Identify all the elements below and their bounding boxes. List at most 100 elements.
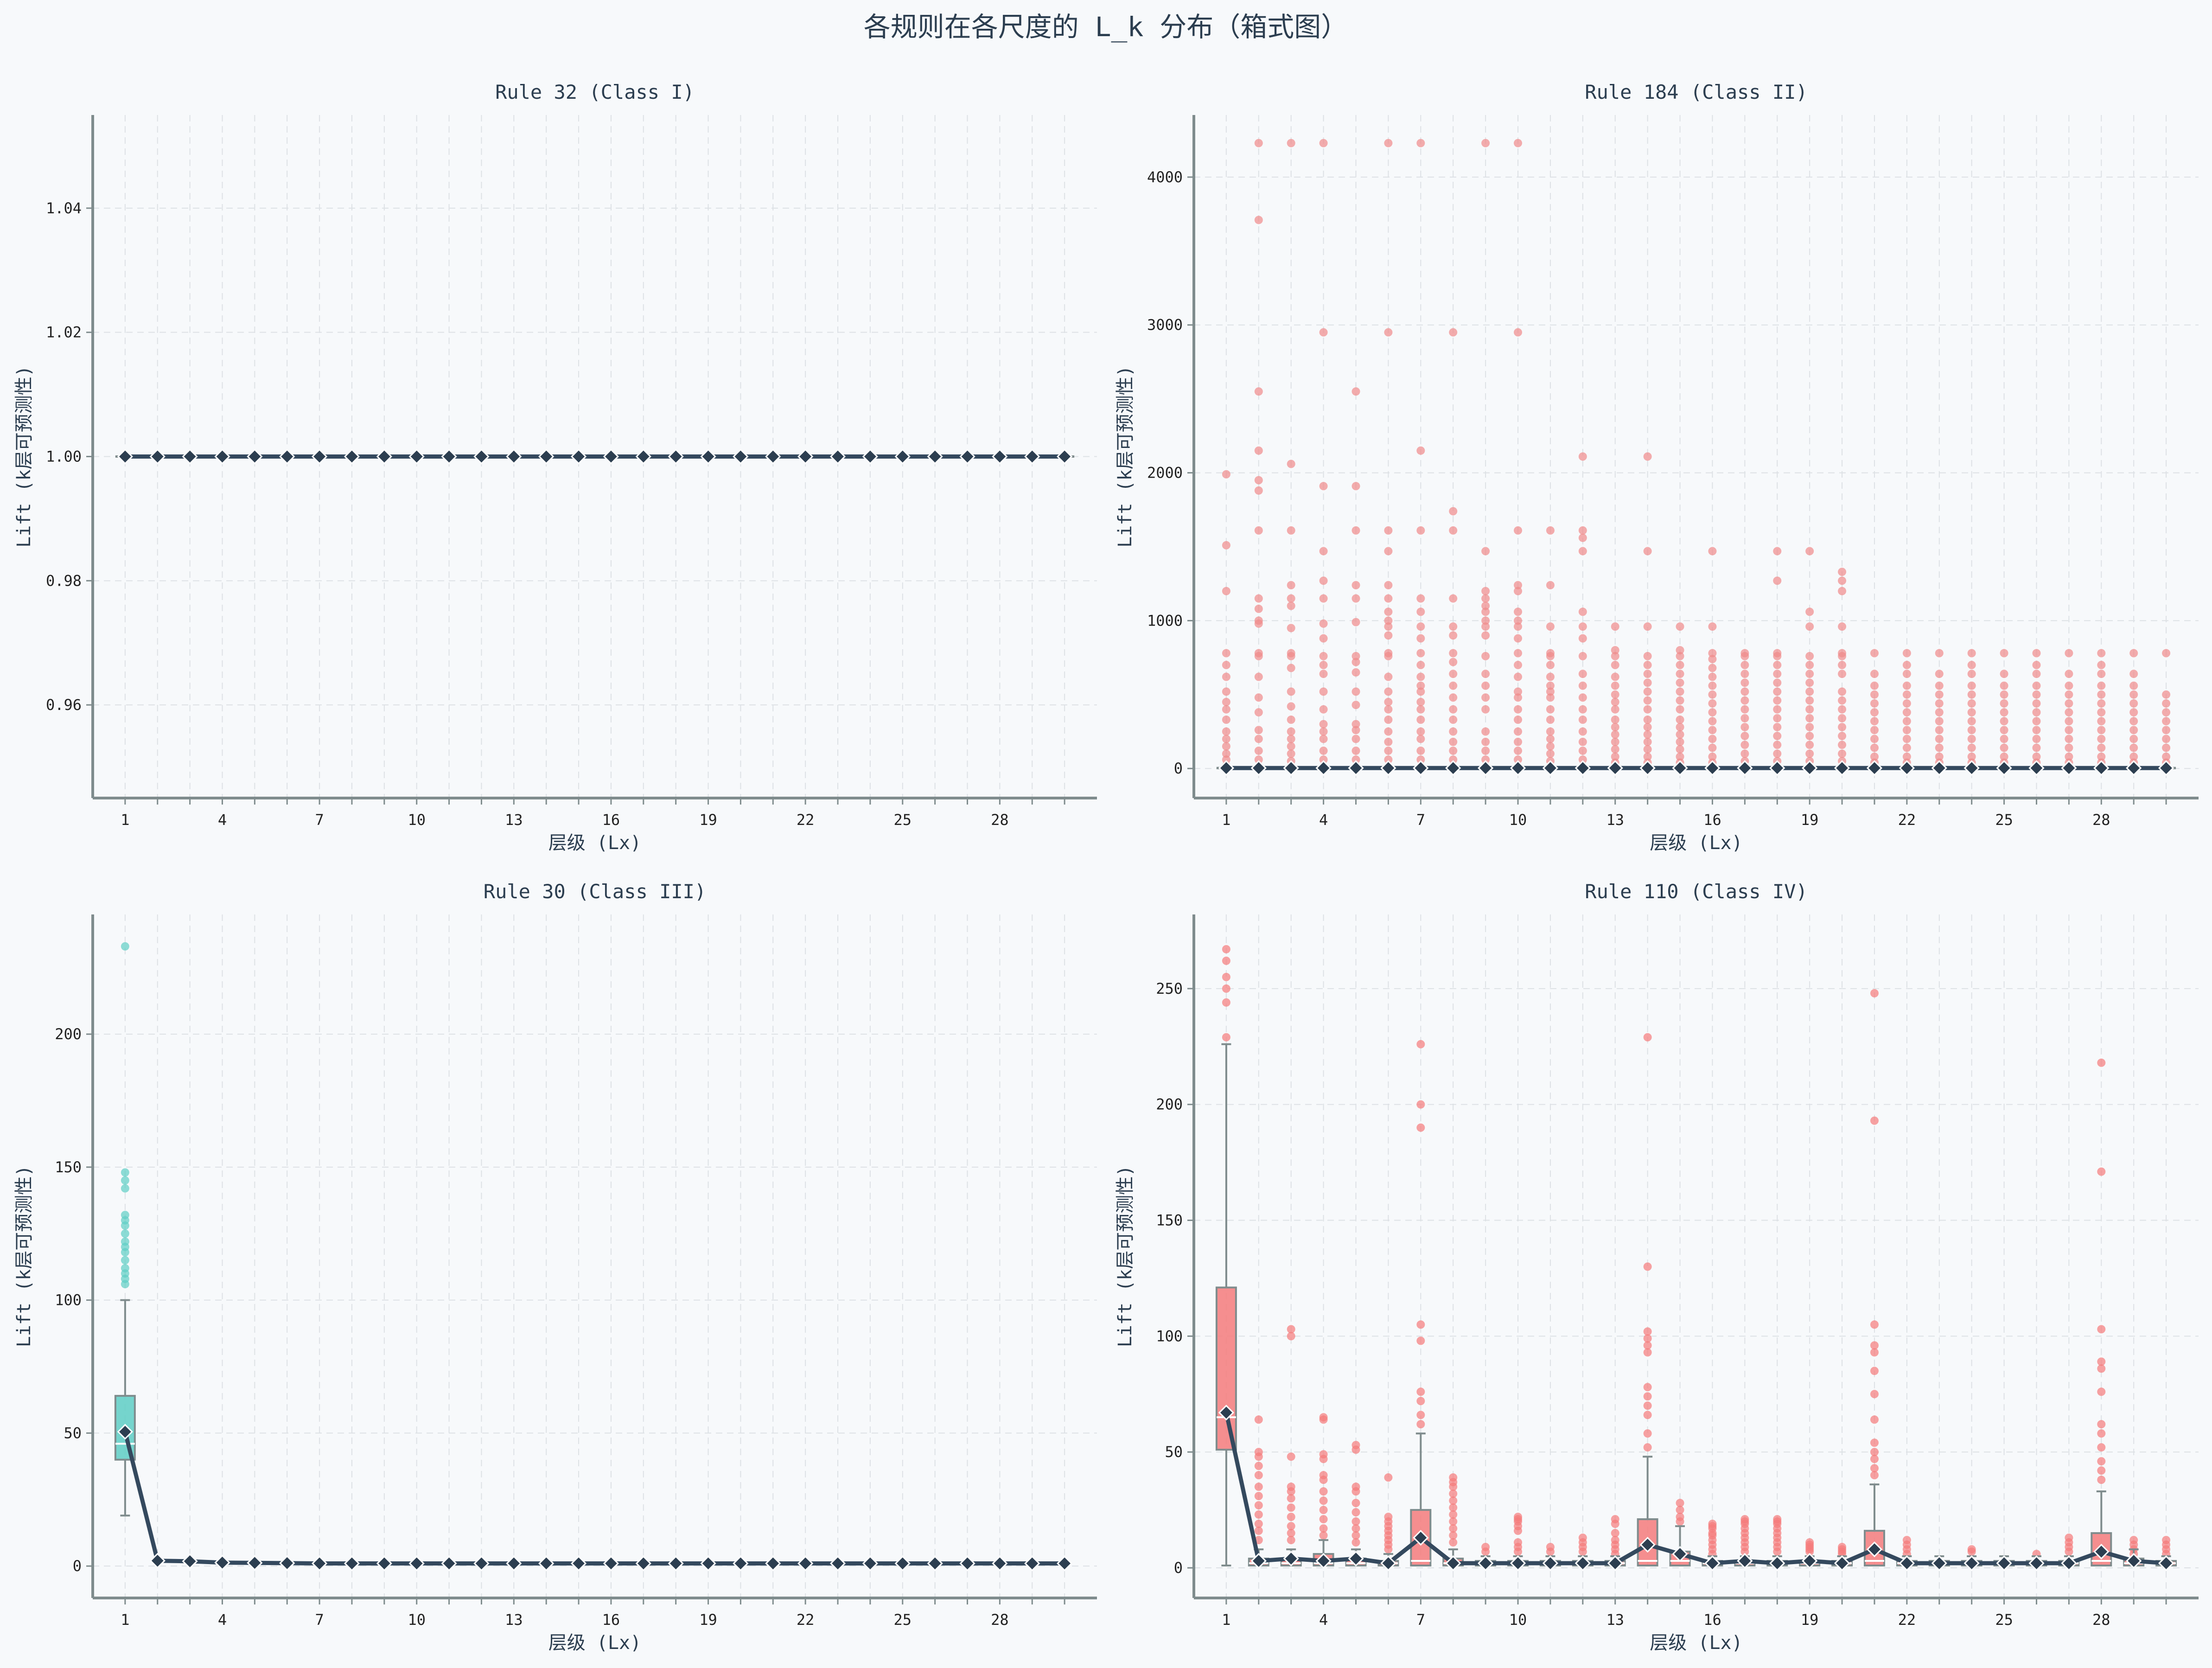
outlier-point: [1514, 1527, 1523, 1535]
outlier-point: [121, 942, 129, 951]
y-tick-label: 1000: [1147, 612, 1183, 629]
mean-marker: [1478, 760, 1494, 776]
outlier-point: [1935, 735, 1944, 743]
outlier-point: [2000, 649, 2008, 658]
outlier-point: [1805, 622, 1814, 631]
outlier-point: [1838, 652, 1847, 660]
outlier-point: [1384, 631, 1393, 640]
outlier-point: [1481, 705, 1490, 714]
outlier-point: [1643, 745, 1652, 754]
x-tick-label: 16: [1703, 1611, 1721, 1629]
outlier-point: [1351, 735, 1360, 743]
mean-marker: [1996, 1555, 2012, 1572]
outlier-point: [1805, 547, 1814, 556]
outlier-point: [1416, 607, 1425, 616]
outlier-point: [1805, 661, 1814, 670]
mean-marker: [992, 448, 1008, 465]
outlier-point: [2097, 1457, 2106, 1466]
outlier-point: [1384, 594, 1393, 603]
mean-marker: [668, 448, 684, 465]
outlier-point: [1740, 722, 1749, 731]
outlier-point: [1384, 697, 1393, 706]
outlier-point: [1351, 526, 1360, 535]
outlier-point: [1384, 547, 1393, 556]
outlier-point: [1708, 752, 1717, 761]
outlier-point: [1351, 387, 1360, 396]
mean-marker: [1963, 1555, 1980, 1572]
outlier-point: [1319, 1496, 1328, 1505]
mean-marker: [1769, 760, 1785, 776]
outlier-point: [1449, 1524, 1458, 1533]
mean-marker: [1283, 1550, 1299, 1567]
outlier-point: [1287, 460, 1295, 468]
outlier-point: [1287, 1536, 1295, 1545]
mean-marker: [182, 1553, 198, 1569]
outlier-point: [1319, 1415, 1328, 1424]
outlier-point: [1222, 470, 1230, 479]
outlier-point: [1287, 687, 1295, 696]
outlier-point: [1319, 1524, 1328, 1533]
mean-marker: [1510, 760, 1526, 776]
outlier-point: [1287, 735, 1295, 743]
outlier-point: [1643, 1348, 1652, 1357]
outlier-point: [1254, 604, 1263, 613]
mean-marker: [894, 448, 911, 465]
outlier-point: [1222, 716, 1230, 724]
mean-marker: [2158, 760, 2174, 776]
x-tick-label: 1: [1222, 1611, 1230, 1629]
outlier-point: [1967, 735, 1976, 743]
outlier-point: [1546, 687, 1555, 696]
outlier-point: [1870, 1320, 1879, 1329]
outlier-point: [1870, 752, 1879, 761]
outlier-point: [1449, 681, 1458, 690]
outlier-point: [1643, 661, 1652, 670]
outlier-point: [1643, 1327, 1652, 1336]
outlier-point: [1578, 547, 1587, 556]
outlier-point: [1773, 732, 1782, 741]
outlier-point: [1578, 526, 1587, 535]
outlier-point: [1643, 1383, 1652, 1392]
mean-marker: [635, 1555, 651, 1572]
outlier-point: [1870, 1367, 1879, 1375]
mean-marker: [538, 1555, 555, 1572]
outlier-point: [1870, 670, 1879, 678]
outlier-point: [1578, 533, 1587, 542]
outlier-point: [1838, 749, 1847, 758]
outlier-point: [1449, 1531, 1458, 1540]
outlier-point: [1870, 1341, 1879, 1350]
mean-marker: [506, 1555, 522, 1572]
outlier-point: [1838, 696, 1847, 705]
outlier-point: [1773, 576, 1782, 585]
mean-marker: [959, 1555, 975, 1572]
outlier-point: [1449, 1483, 1458, 1491]
mean-marker: [247, 1555, 263, 1571]
outlier-point: [1967, 699, 1976, 708]
x-tick-label: 4: [218, 1611, 227, 1629]
outlier-point: [2097, 726, 2106, 735]
outlier-point: [1351, 1524, 1360, 1533]
outlier-point: [2065, 649, 2073, 658]
outlier-point: [1546, 735, 1555, 743]
outlier-point: [1384, 616, 1393, 625]
panel-2: 1 4 7 10 13 16 19 22 25 28 0 1000 2000 3000 4000 Rule 1…: [1115, 81, 2199, 854]
outlier-point: [1643, 705, 1652, 714]
outlier-point: [1449, 1496, 1458, 1505]
outlier-point: [121, 1248, 129, 1257]
outlier-point: [1935, 752, 1944, 761]
outlier-point: [1254, 746, 1263, 755]
outlier-point: [1643, 1334, 1652, 1343]
x-tick-label: 7: [1416, 1611, 1425, 1629]
outlier-point: [1870, 743, 1879, 752]
outlier-point: [1546, 526, 1555, 535]
mean-marker: [2158, 1555, 2174, 1572]
mean-marker: [700, 448, 716, 465]
outlier-point: [1546, 622, 1555, 631]
outlier-point: [1578, 705, 1587, 714]
mean-marker: [1024, 1555, 1040, 1572]
outlier-point: [1384, 727, 1393, 736]
mean-marker: [311, 448, 328, 465]
outlier-point: [1449, 755, 1458, 764]
outlier-point: [1708, 672, 1717, 681]
outlier-point: [1254, 672, 1263, 681]
